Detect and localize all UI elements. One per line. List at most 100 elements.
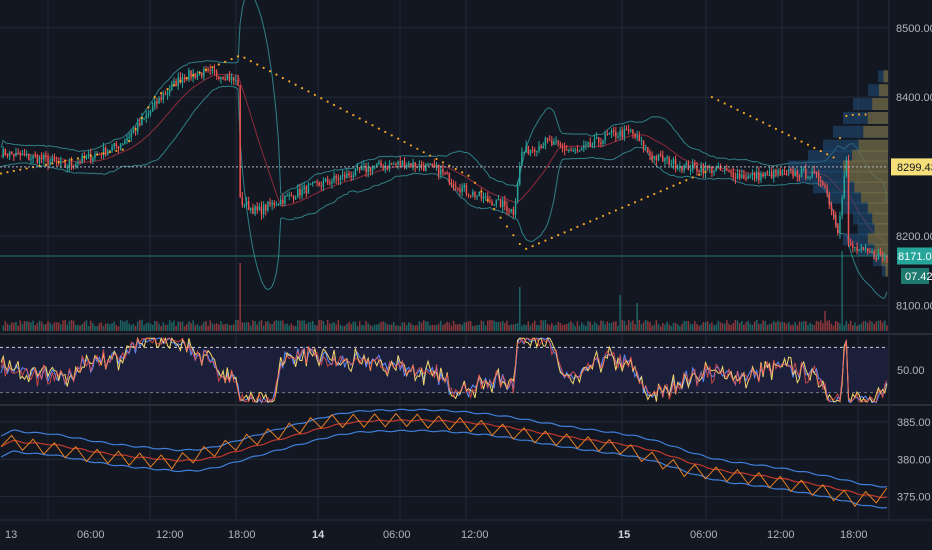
sar-dot	[364, 120, 368, 123]
candle-body	[625, 128, 628, 130]
candle-body	[465, 185, 468, 194]
sar-dot	[441, 161, 445, 164]
volume-bar	[465, 321, 468, 331]
candle-body	[533, 149, 536, 152]
volume-bar	[303, 320, 305, 331]
candle-body	[766, 172, 769, 174]
bollinger-lower	[0, 85, 888, 299]
candle-body	[239, 85, 241, 198]
volume-bar	[796, 325, 799, 331]
candle-body	[85, 155, 88, 159]
volume-bar	[130, 324, 133, 331]
candle-body	[414, 162, 416, 167]
volume-bar	[45, 323, 47, 331]
candle-body	[847, 159, 850, 244]
candle-body	[491, 201, 493, 206]
volume-bar	[604, 324, 606, 331]
volume-bar	[766, 325, 769, 331]
lower-indicator-line	[0, 412, 888, 508]
candle-body	[442, 169, 444, 173]
sar-dot	[12, 169, 15, 173]
candle-body	[860, 246, 863, 250]
candle-body	[89, 153, 92, 161]
sar-dot	[576, 225, 579, 228]
lower-indicator-pane[interactable]	[0, 408, 888, 509]
candle-body	[794, 171, 796, 177]
candle-body	[134, 130, 137, 132]
volume-bar	[177, 321, 179, 331]
sar-dot	[179, 80, 182, 83]
volume-bar	[23, 321, 26, 331]
volume-bar	[365, 320, 367, 331]
candle-body	[809, 176, 811, 178]
volume-bar	[881, 322, 884, 331]
candle-body	[186, 79, 188, 81]
candle-body	[290, 194, 293, 196]
volume-bar	[36, 323, 39, 331]
candle-body	[856, 246, 858, 251]
candle-body	[171, 83, 173, 90]
candle-body	[258, 206, 261, 211]
candle-body	[132, 130, 135, 133]
volume-bar	[425, 321, 427, 331]
volume-bar	[627, 320, 630, 331]
volume-bar	[245, 322, 248, 331]
candle-body	[376, 163, 378, 166]
volume-bar	[143, 324, 145, 331]
sar-dot	[224, 60, 227, 63]
sar-dot	[806, 143, 810, 146]
candle-body	[87, 153, 90, 156]
volume-bar	[427, 321, 429, 331]
sar-dot	[121, 148, 124, 151]
oscillator-lines	[0, 336, 888, 404]
volume-bar	[68, 320, 71, 331]
candle-body	[38, 157, 41, 163]
volume-bar	[414, 325, 416, 331]
candle-body	[873, 251, 875, 258]
candle-body	[273, 202, 276, 206]
candle-body	[151, 106, 154, 111]
price-axis[interactable]: 8500.00 8400.00 8200.00 8100.00 8299.43 …	[891, 23, 932, 313]
volume-bar	[760, 323, 762, 331]
sar-dot	[397, 137, 400, 140]
volume-bar	[657, 323, 660, 331]
candle-body	[316, 181, 318, 183]
candle-body	[418, 164, 421, 168]
volume-bar	[809, 322, 811, 331]
lower-axis[interactable]: 385.00 380.00 375.00	[897, 417, 931, 504]
candle-body	[403, 161, 406, 168]
volume-bar	[10, 322, 13, 331]
volume-bar	[190, 323, 192, 331]
volume-bar	[448, 322, 451, 331]
volume-bar	[574, 326, 577, 331]
volume-bar	[341, 326, 344, 331]
volume-bar	[147, 322, 150, 331]
oscillator-pane[interactable]	[0, 336, 888, 404]
candle-body	[307, 184, 310, 194]
candle-body	[81, 155, 83, 163]
time-axis[interactable]: 13 06:00 12:00 18:00 14 06:00 12:00 15 0…	[5, 529, 868, 541]
time-axis-label: 12:00	[156, 529, 184, 541]
candle-body	[75, 164, 77, 167]
candle-body	[685, 162, 688, 165]
volume-bar	[256, 324, 258, 331]
candle-body	[117, 146, 120, 149]
volume-bar	[869, 320, 871, 331]
volume-bar	[745, 322, 747, 331]
volume-bar	[694, 320, 696, 331]
price-pane[interactable]	[0, 0, 888, 331]
sar-dot	[512, 234, 515, 237]
volume-bar	[832, 325, 835, 331]
sar-dot	[294, 83, 297, 86]
sar-dot	[730, 105, 733, 108]
candle-body	[864, 248, 867, 250]
oscillator-axis[interactable]: 50.00	[897, 365, 925, 377]
candle-body	[211, 69, 214, 71]
candle-body	[540, 145, 542, 149]
sar-dot	[288, 80, 291, 83]
candle-body	[551, 141, 553, 145]
parabolic-sar	[0, 55, 867, 250]
candle-body	[519, 165, 521, 185]
volume-bar	[162, 322, 165, 331]
